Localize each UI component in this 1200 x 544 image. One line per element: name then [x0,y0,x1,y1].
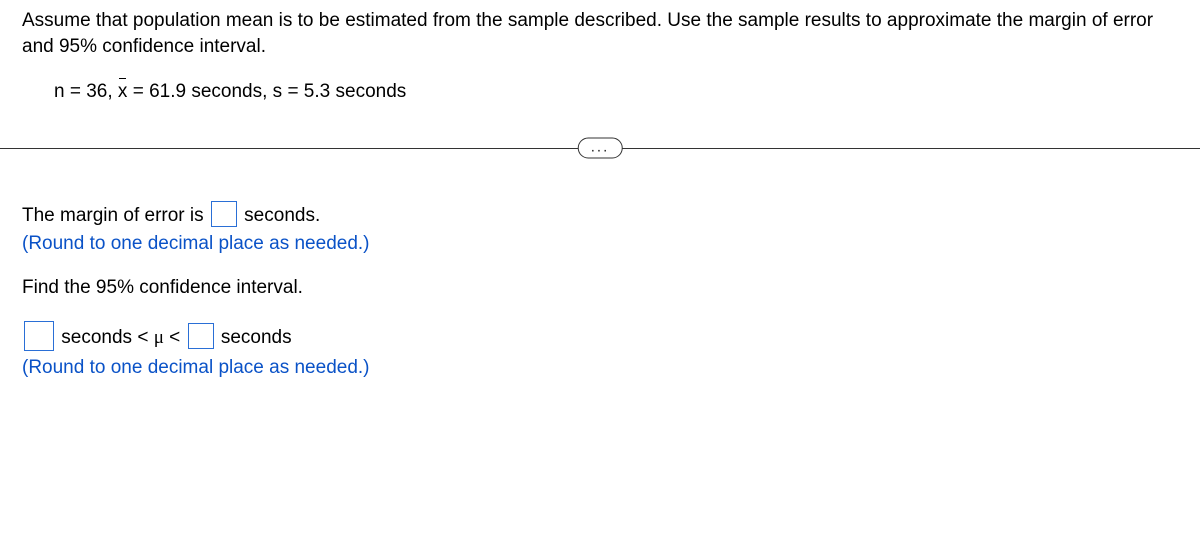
expand-hint-button[interactable]: ... [578,138,623,159]
ci-upper-input[interactable] [188,323,214,349]
moe-input[interactable] [211,201,237,227]
ci-lt: < [164,327,186,348]
ci-lower-input[interactable] [24,321,54,351]
ci-after: seconds [216,327,292,348]
confidence-interval-line: seconds < μ < seconds [22,321,1178,351]
ci-unit-lt: seconds < [56,327,154,348]
round-hint-2: (Round to one decimal place as needed.) [22,357,1178,379]
round-hint-1: (Round to one decimal place as needed.) [22,233,1178,255]
moe-label-after: seconds. [239,205,320,226]
given-values: n = 36, x = 61.9 seconds, s = 5.3 second… [22,59,1178,103]
given-rest: = 61.9 seconds, s = 5.3 seconds [127,81,406,102]
problem-statement: Assume that population mean is to be est… [22,8,1178,59]
x-bar-symbol: x [118,81,128,103]
moe-label-before: The margin of error is [22,205,209,226]
given-n: n = 36, [54,81,118,102]
margin-of-error-line: The margin of error is seconds. [22,201,1178,227]
mu-symbol: μ [154,327,164,348]
ci-prompt: Find the 95% confidence interval. [22,277,1178,299]
